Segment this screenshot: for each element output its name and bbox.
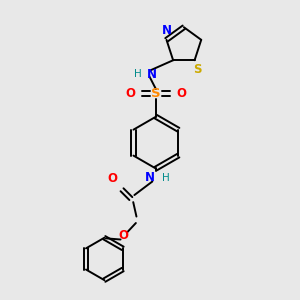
Text: O: O [107, 172, 117, 185]
Text: O: O [176, 87, 187, 100]
Text: O: O [125, 87, 135, 100]
Text: S: S [151, 87, 161, 100]
Text: S: S [193, 63, 202, 76]
Text: N: N [147, 68, 157, 80]
Text: O: O [118, 229, 128, 242]
Text: N: N [161, 25, 172, 38]
Text: H: H [162, 173, 170, 183]
Text: H: H [134, 69, 142, 79]
Text: N: N [145, 172, 155, 184]
